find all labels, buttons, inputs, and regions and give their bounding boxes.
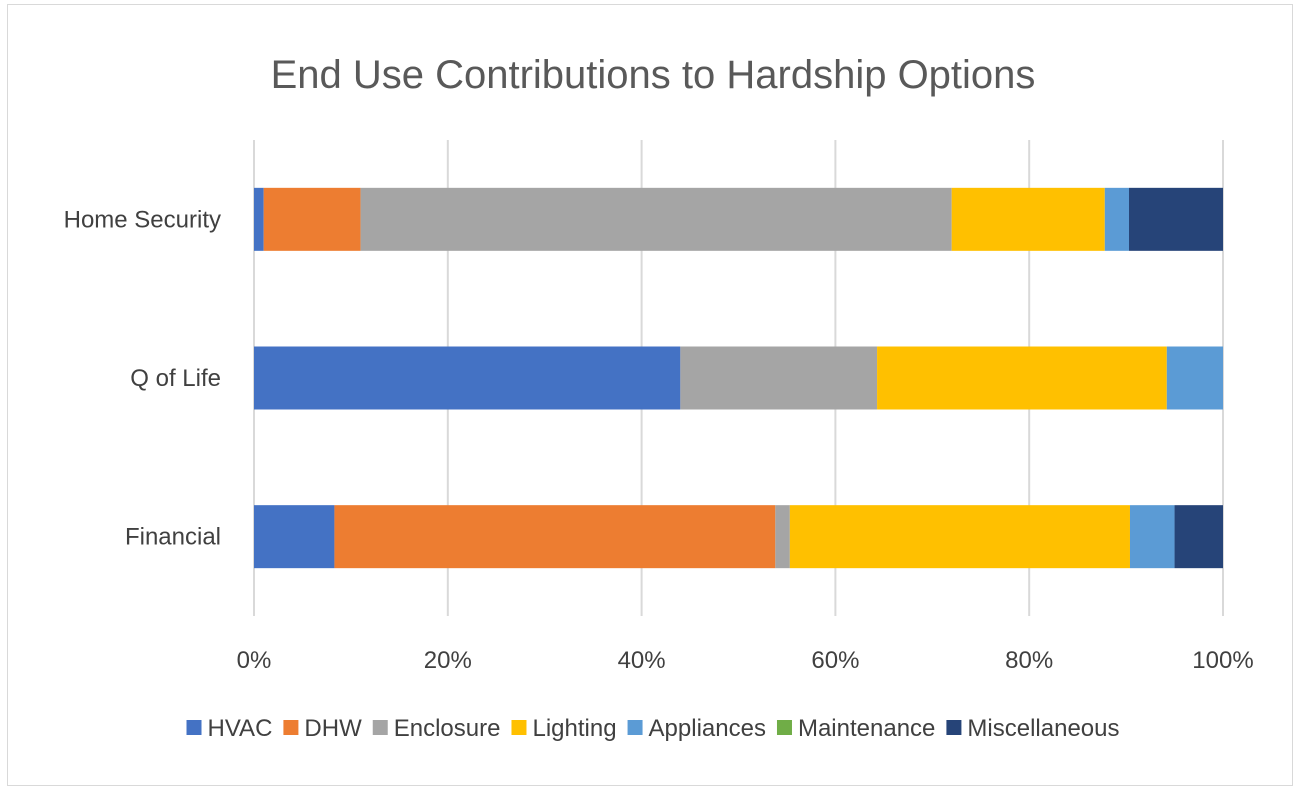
bar-segment [951, 187, 1105, 251]
legend-item: HVAC [186, 715, 273, 742]
legend-swatch [627, 720, 643, 735]
legend-item: DHW [283, 715, 362, 742]
x-tick-label: 60% [811, 647, 859, 674]
legend-swatch [946, 720, 962, 735]
legend-label: Maintenance [798, 715, 935, 742]
bar-segment [254, 346, 681, 410]
category-label: Q of Life [130, 365, 221, 392]
x-tick-label: 0% [237, 647, 272, 674]
x-tick-label: 100% [1192, 647, 1253, 674]
bar-segment [877, 346, 1167, 410]
x-axis-ticks: 0% 20% 40% 60% 80% 100% [237, 647, 1254, 674]
legend-swatch [372, 720, 388, 735]
x-tick-label: 20% [424, 647, 472, 674]
legend-swatch [283, 720, 299, 735]
bar-segment [775, 505, 790, 569]
category-label: Home Security [64, 206, 221, 233]
category-label: Financial [125, 524, 221, 551]
bar-segment [334, 505, 776, 569]
bar-segment [254, 505, 335, 569]
legend-swatch [511, 720, 527, 735]
legend-swatch [776, 720, 792, 735]
legend-label: Appliances [649, 715, 766, 742]
legend: HVAC DHW Enclosure Lighting Appliances Mainte… [186, 715, 1119, 742]
legend-label: Miscellaneous [967, 715, 1119, 742]
x-tick-label: 40% [618, 647, 666, 674]
legend-item: Enclosure [372, 715, 501, 742]
bar-segment [1166, 346, 1223, 410]
bar-segment [254, 187, 264, 251]
bar-segment [1104, 187, 1130, 251]
bar-segment [1174, 505, 1223, 569]
bar-layer [254, 187, 1223, 569]
x-tick-label: 80% [1005, 647, 1053, 674]
bar-segment [789, 505, 1130, 569]
bar-segment [360, 187, 952, 251]
legend-item: Appliances [627, 715, 766, 742]
legend-label: Enclosure [394, 715, 501, 742]
legend-item: Lighting [511, 715, 617, 742]
bar-segment [1129, 187, 1223, 251]
category-labels: Home Security Q of Life Financial [64, 206, 221, 550]
bar-segment [263, 187, 361, 251]
legend-label: Lighting [532, 715, 616, 742]
legend-label: DHW [304, 715, 362, 742]
chart-title: End Use Contributions to Hardship Option… [271, 53, 1036, 97]
legend-label: HVAC [208, 715, 273, 742]
bar-segment [1129, 505, 1175, 569]
legend-item: Miscellaneous [946, 715, 1119, 742]
legend-swatch [186, 720, 202, 735]
legend-item: Maintenance [776, 715, 935, 742]
bar-segment [680, 346, 878, 410]
